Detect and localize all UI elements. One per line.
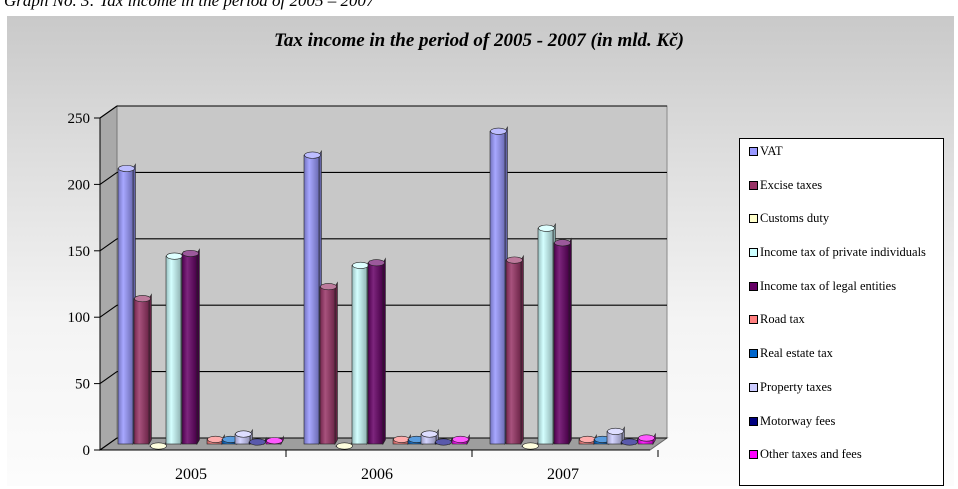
bar-cap (304, 151, 321, 159)
legend-label: Real estate tax (760, 346, 833, 361)
bar-excise-taxes-2007 (505, 259, 522, 445)
y-tick-label: 0 (83, 443, 91, 459)
gridline-side (99, 437, 118, 451)
legend-swatch (749, 248, 758, 258)
bar-cap (393, 435, 410, 443)
gridline-side (99, 371, 118, 385)
legend-item: Property taxes (740, 379, 943, 415)
legend-swatch (749, 214, 758, 224)
bar-income-tax-of-legal-entities-2007 (553, 242, 570, 445)
legend-item: Excise taxes (740, 177, 943, 213)
bar-cap (506, 256, 523, 264)
bar-cap (554, 239, 571, 247)
y-tick-label: 100 (68, 310, 91, 326)
bar-cap (134, 295, 151, 303)
bar-cap (638, 434, 655, 442)
plot-back-wall (116, 105, 668, 439)
plot-side-wall (99, 105, 118, 451)
figure-caption: Graph No. 3: Tax income in the period of… (4, 0, 375, 10)
bar-vat-2006 (303, 154, 320, 445)
bar-cap (490, 127, 507, 135)
legend-swatch (749, 147, 758, 156)
legend-swatch (749, 450, 758, 460)
bar-vat-2005 (117, 168, 134, 445)
x-tick-label: 2005 (175, 466, 207, 483)
legend-item: Motorway fees (740, 413, 943, 449)
chart-title: Tax income in the period of 2005 - 2007 … (274, 30, 684, 51)
y-tick-label: 50 (75, 377, 90, 393)
bar-side (520, 254, 524, 446)
gridline-side (99, 105, 118, 119)
bar-income-tax-of-private-individuals-2005 (165, 255, 182, 445)
legend-label: Road tax (760, 312, 805, 327)
bar-cap (266, 437, 283, 445)
bar-income-tax-of-private-individuals-2007 (537, 227, 554, 445)
legend-label: Other taxes and fees (760, 447, 862, 462)
bar-cap (368, 259, 385, 267)
bar-side (334, 281, 338, 446)
bar-cap (118, 164, 135, 172)
bar-income-tax-of-private-individuals-2006 (351, 265, 368, 445)
bar-side (196, 248, 200, 446)
bar-cap (336, 442, 353, 450)
bar-cap (607, 427, 624, 435)
bar-excise-taxes-2005 (133, 298, 150, 445)
gridline-side (99, 238, 118, 252)
bar-cap (435, 438, 452, 446)
legend-label: Property taxes (760, 379, 832, 394)
x-tick-label: 2007 (547, 466, 579, 483)
gridline-side (99, 304, 118, 318)
bar-cap (235, 430, 252, 438)
legend-swatch (749, 349, 758, 359)
bar-cap (150, 442, 167, 450)
y-tick-label: 150 (68, 244, 91, 260)
bar-cap (538, 224, 555, 232)
legend-label: Customs duty (760, 211, 830, 226)
legend-item: Road tax (740, 313, 943, 347)
legend-item: Real estate tax (740, 347, 943, 381)
bar-cap (579, 435, 596, 443)
bar-cap (182, 249, 199, 257)
gridline-side (99, 171, 118, 185)
legend-swatch (749, 416, 758, 426)
legend-label: Motorway fees (760, 413, 836, 428)
legend-item: Other taxes and fees (740, 448, 943, 482)
legend-item: Customs duty (740, 212, 943, 246)
legend-swatch (749, 315, 758, 325)
bar-cap (249, 438, 266, 446)
legend-label: Income tax of private individuals (760, 245, 926, 260)
bar-cap (166, 252, 183, 260)
bar-cap (320, 283, 337, 291)
bar-income-tax-of-legal-entities-2006 (367, 262, 384, 445)
legend-item: Income tax of legal entities (740, 278, 943, 314)
legend-label: VAT (760, 144, 783, 158)
legend-item: VAT (740, 145, 943, 179)
legend: VAT Excise taxes Customs duty Income tax of… (739, 138, 944, 486)
legend-item: Income tax of private individuals (740, 246, 943, 280)
legend-label: Income tax of legal entities (760, 278, 897, 293)
bar-cap (621, 438, 638, 446)
x-tick-label: 2006 (361, 466, 393, 483)
bar-cap (452, 435, 469, 443)
bar-excise-taxes-2006 (319, 286, 336, 445)
legend-swatch (749, 180, 758, 190)
bar-cap (421, 430, 438, 438)
bar-cap (207, 435, 224, 443)
legend-swatch (749, 382, 758, 392)
y-tick-label: 200 (68, 177, 91, 193)
bar-side (148, 293, 152, 446)
y-tick-label: 250 (68, 111, 91, 127)
bar-income-tax-of-legal-entities-2005 (181, 253, 198, 445)
bar-side (568, 237, 572, 446)
legend-swatch (749, 281, 758, 291)
bar-cap (352, 261, 369, 269)
bar-side (382, 257, 386, 446)
legend-label: Excise taxes (760, 177, 823, 192)
bar-cap (522, 442, 539, 450)
bar-vat-2007 (489, 130, 506, 445)
